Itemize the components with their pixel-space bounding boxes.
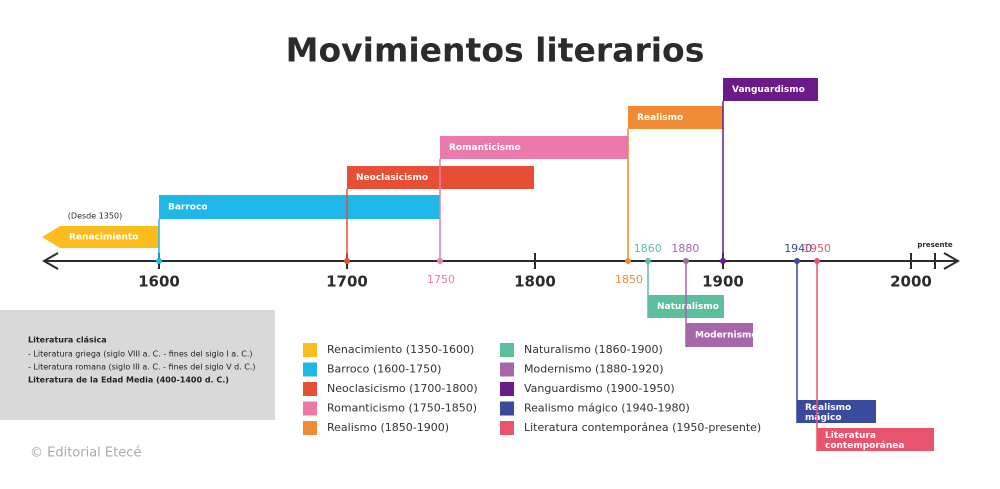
legend-swatch <box>303 382 317 396</box>
legend-label: Renacimiento (1350-1600) <box>327 343 474 356</box>
bar <box>440 136 628 159</box>
bar-label: Neoclasicismo <box>356 173 428 183</box>
bar-label: Vanguardismo <box>732 85 805 95</box>
legend-swatch <box>500 362 514 377</box>
axis-dot <box>814 258 820 264</box>
legend-label: Literatura contemporánea (1950-presente) <box>524 421 761 434</box>
legend-swatch <box>500 421 514 435</box>
legend-swatch <box>500 382 514 396</box>
info-item: - Literatura romana (siglo III a. C. - f… <box>28 363 256 372</box>
bar <box>159 195 440 219</box>
bar <box>723 78 818 101</box>
bar-label: Barroco <box>168 203 208 213</box>
minor-year-label: 1850 <box>615 273 643 286</box>
legend-label: Realismo (1850-1900) <box>327 421 449 434</box>
bar-label: Modernismo <box>695 331 758 341</box>
year-label: 1600 <box>138 273 180 291</box>
axis-dot <box>437 258 443 264</box>
info-box <box>0 310 275 420</box>
info-footer: Literatura de la Edad Media (400-1400 d.… <box>28 376 229 385</box>
bar-label: Realismo <box>637 113 683 123</box>
bar <box>817 428 934 451</box>
credit: © Editorial Etecé <box>30 446 141 461</box>
bar <box>42 226 159 248</box>
legend-label: Romanticismo (1750-1850) <box>327 402 477 415</box>
axis-arrow-right <box>943 252 961 270</box>
axis-dot <box>683 258 689 264</box>
present-label: presente <box>917 241 952 249</box>
minor-year-label: 1860 <box>634 242 662 255</box>
axis-dot <box>344 258 350 264</box>
bar-label: Literatura contemporánea <box>825 431 904 451</box>
legend-swatch <box>303 421 317 435</box>
bar-label: Naturalismo <box>657 302 719 312</box>
axis-dot <box>156 258 162 264</box>
minor-year-label: 1950 <box>803 242 831 255</box>
legend-swatch <box>500 343 514 357</box>
axis-dot <box>720 258 726 264</box>
legend-swatch <box>303 343 317 357</box>
info-item: - Literatura griega (siglo VIII a. C. - … <box>28 350 253 359</box>
bar-label: Realismo mágico <box>805 403 851 423</box>
legend-label: Neoclasicismo (1700-1800) <box>327 382 478 395</box>
year-label: 2000 <box>890 273 932 291</box>
year-label: 1900 <box>702 273 744 291</box>
minor-year-label: 1880 <box>671 242 699 255</box>
bar <box>686 323 753 347</box>
legend-label: Modernismo (1880-1920) <box>524 363 664 376</box>
legend-label: Naturalismo (1860-1900) <box>524 343 663 356</box>
bar <box>628 106 723 129</box>
legend-swatch <box>500 401 514 416</box>
legend-swatch <box>303 401 317 416</box>
legend-label: Vanguardismo (1900-1950) <box>524 382 675 395</box>
axis-dot <box>625 258 631 264</box>
minor-year-label: 1750 <box>427 273 455 286</box>
axis-dot <box>794 258 800 264</box>
minor-year-label: 1940 <box>784 242 812 255</box>
legend-label: Realismo mágico (1940-1980) <box>524 402 690 415</box>
title: Movimientos literarios <box>286 31 705 70</box>
legend-swatch <box>303 362 317 377</box>
axis-arrow-left <box>41 252 59 270</box>
legend-label: Barroco (1600-1750) <box>327 363 441 376</box>
year-label: 1700 <box>326 273 368 291</box>
bar-label: Renacimiento <box>69 233 138 243</box>
info-heading: Literatura clásica <box>28 336 107 345</box>
bar-label: Romanticismo <box>449 143 521 153</box>
axis-dot <box>645 258 651 264</box>
start-note: (Desde 1350) <box>68 212 122 221</box>
year-label: 1800 <box>514 273 556 291</box>
